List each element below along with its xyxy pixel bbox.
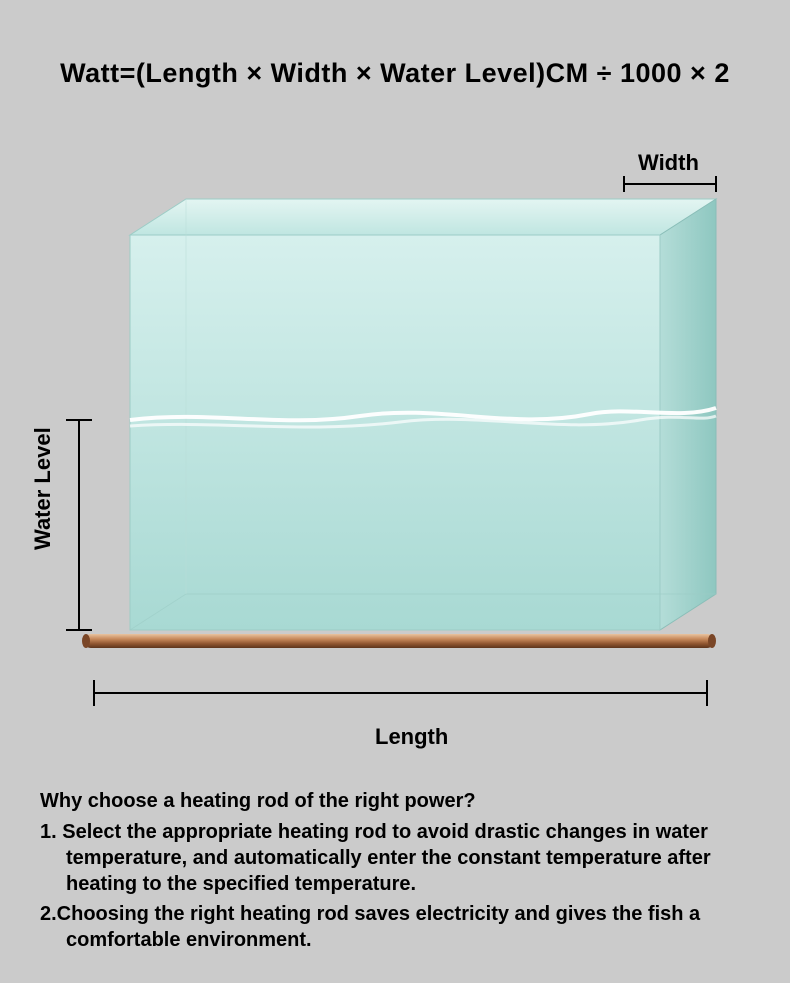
water-level-label: Water Level	[30, 427, 56, 550]
dim-width-bracket	[624, 176, 716, 192]
tank-illustration	[0, 150, 790, 750]
description-text: Why choose a heating rod of the right po…	[40, 790, 750, 957]
heating-rod	[84, 634, 714, 648]
question-line: Why choose a heating rod of the right po…	[40, 790, 750, 813]
dim-length-bracket	[94, 680, 707, 706]
width-label: Width	[638, 150, 699, 176]
wattage-formula: Watt=(Length × Width × Water Level)CM ÷ …	[0, 58, 790, 89]
length-label: Length	[375, 724, 448, 750]
tank-diagram: Width Water Level Length	[0, 150, 790, 750]
dim-waterlevel-bracket	[66, 420, 92, 630]
point-2: 2.Choosing the right heating rod saves e…	[40, 901, 750, 953]
point-1: 1. Select the appropriate heating rod to…	[40, 819, 750, 897]
